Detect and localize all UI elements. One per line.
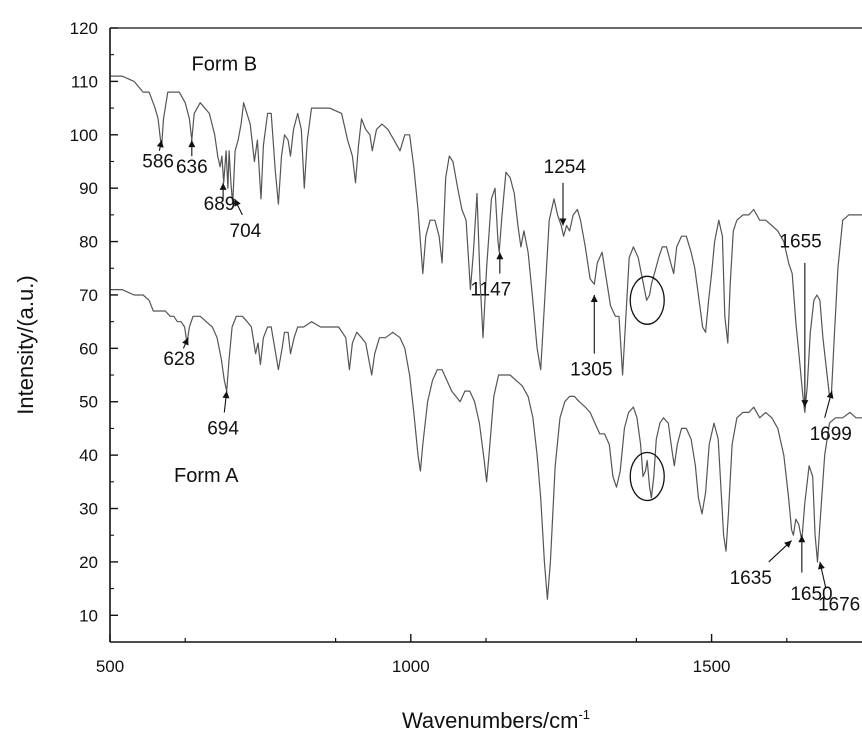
peak-arrow-head bbox=[559, 218, 567, 226]
peak-arrow-head bbox=[826, 391, 834, 399]
peak-arrow-head bbox=[590, 294, 598, 302]
y-tick-label: 80 bbox=[79, 233, 98, 252]
peak-arrow-head bbox=[156, 140, 164, 148]
plot-area: Form B Form A 586 636 689 704 1254 1147 1305 1655… bbox=[110, 54, 862, 616]
peak-arrow-head bbox=[182, 337, 189, 346]
axes: 500 1000 1500 10 20 30 40 50 60 70 80 90 100 110 120 bbox=[70, 19, 862, 676]
peak-label: 1147 bbox=[470, 280, 511, 301]
peak-label: 636 bbox=[176, 157, 208, 178]
peak-label: 1254 bbox=[544, 157, 587, 178]
peak-arrow-head bbox=[818, 561, 825, 570]
y-tick-label: 60 bbox=[79, 339, 98, 358]
peak-label: 628 bbox=[163, 349, 195, 370]
peak-label: 1635 bbox=[730, 568, 772, 589]
peak-arrow-head bbox=[222, 391, 230, 399]
peak-label: 1676 bbox=[818, 595, 860, 616]
y-tick-label: 40 bbox=[79, 446, 98, 465]
y-tick-label: 90 bbox=[79, 179, 98, 198]
x-tick-label: 500 bbox=[96, 657, 124, 676]
series-line-form-b bbox=[110, 75, 862, 413]
x-tick-label: 1000 bbox=[392, 657, 430, 676]
peak-label: 704 bbox=[230, 221, 262, 242]
highlight-circle bbox=[629, 451, 665, 502]
peak-arrow-head bbox=[784, 540, 792, 548]
y-tick-label: 10 bbox=[79, 606, 98, 625]
y-tick-label: 110 bbox=[71, 72, 98, 91]
series-lines bbox=[110, 75, 862, 600]
y-tick-label: 120 bbox=[70, 19, 98, 38]
annotations: Form B Form A 586 636 689 704 1254 1147 1305 1655… bbox=[142, 54, 860, 616]
peak-arrow-head bbox=[234, 198, 241, 207]
highlight-circle bbox=[629, 275, 665, 325]
peak-label: 586 bbox=[142, 151, 174, 172]
peak-label: 694 bbox=[207, 418, 239, 439]
x-axis-title: Wavenumbers/cm-1 bbox=[402, 707, 590, 733]
x-tick-label: 1500 bbox=[693, 657, 731, 676]
peak-label: 1655 bbox=[779, 232, 821, 253]
series-label: Form A bbox=[174, 465, 239, 487]
y-tick-label: 50 bbox=[79, 393, 98, 412]
peak-label: 1699 bbox=[810, 424, 852, 445]
y-tick-label: 100 bbox=[70, 126, 98, 145]
y-tick-label: 30 bbox=[79, 500, 98, 519]
peak-arrow-head bbox=[496, 252, 504, 260]
x-axis-title-text: Wavenumbers/cm bbox=[402, 708, 578, 733]
peak-arrow-head bbox=[219, 182, 227, 190]
series-line-form-a bbox=[110, 289, 862, 600]
x-axis-title-superscript: -1 bbox=[578, 707, 590, 722]
y-axis-title: Intensity/(a.u.) bbox=[13, 275, 38, 414]
x-axis-ticks: 500 1000 1500 bbox=[96, 634, 788, 676]
peak-arrow-head bbox=[801, 400, 809, 408]
y-tick-label: 70 bbox=[79, 286, 98, 305]
y-axis-ticks: 10 20 30 40 50 60 70 80 90 100 110 120 bbox=[70, 19, 118, 625]
peak-arrow-head bbox=[798, 535, 806, 543]
peak-arrow-head bbox=[188, 140, 196, 148]
peak-label: 1650 bbox=[790, 584, 832, 605]
peak-label: 689 bbox=[204, 194, 236, 215]
y-tick-label: 20 bbox=[79, 553, 98, 572]
peak-label: 1305 bbox=[570, 360, 612, 381]
series-label: Form B bbox=[192, 54, 258, 76]
